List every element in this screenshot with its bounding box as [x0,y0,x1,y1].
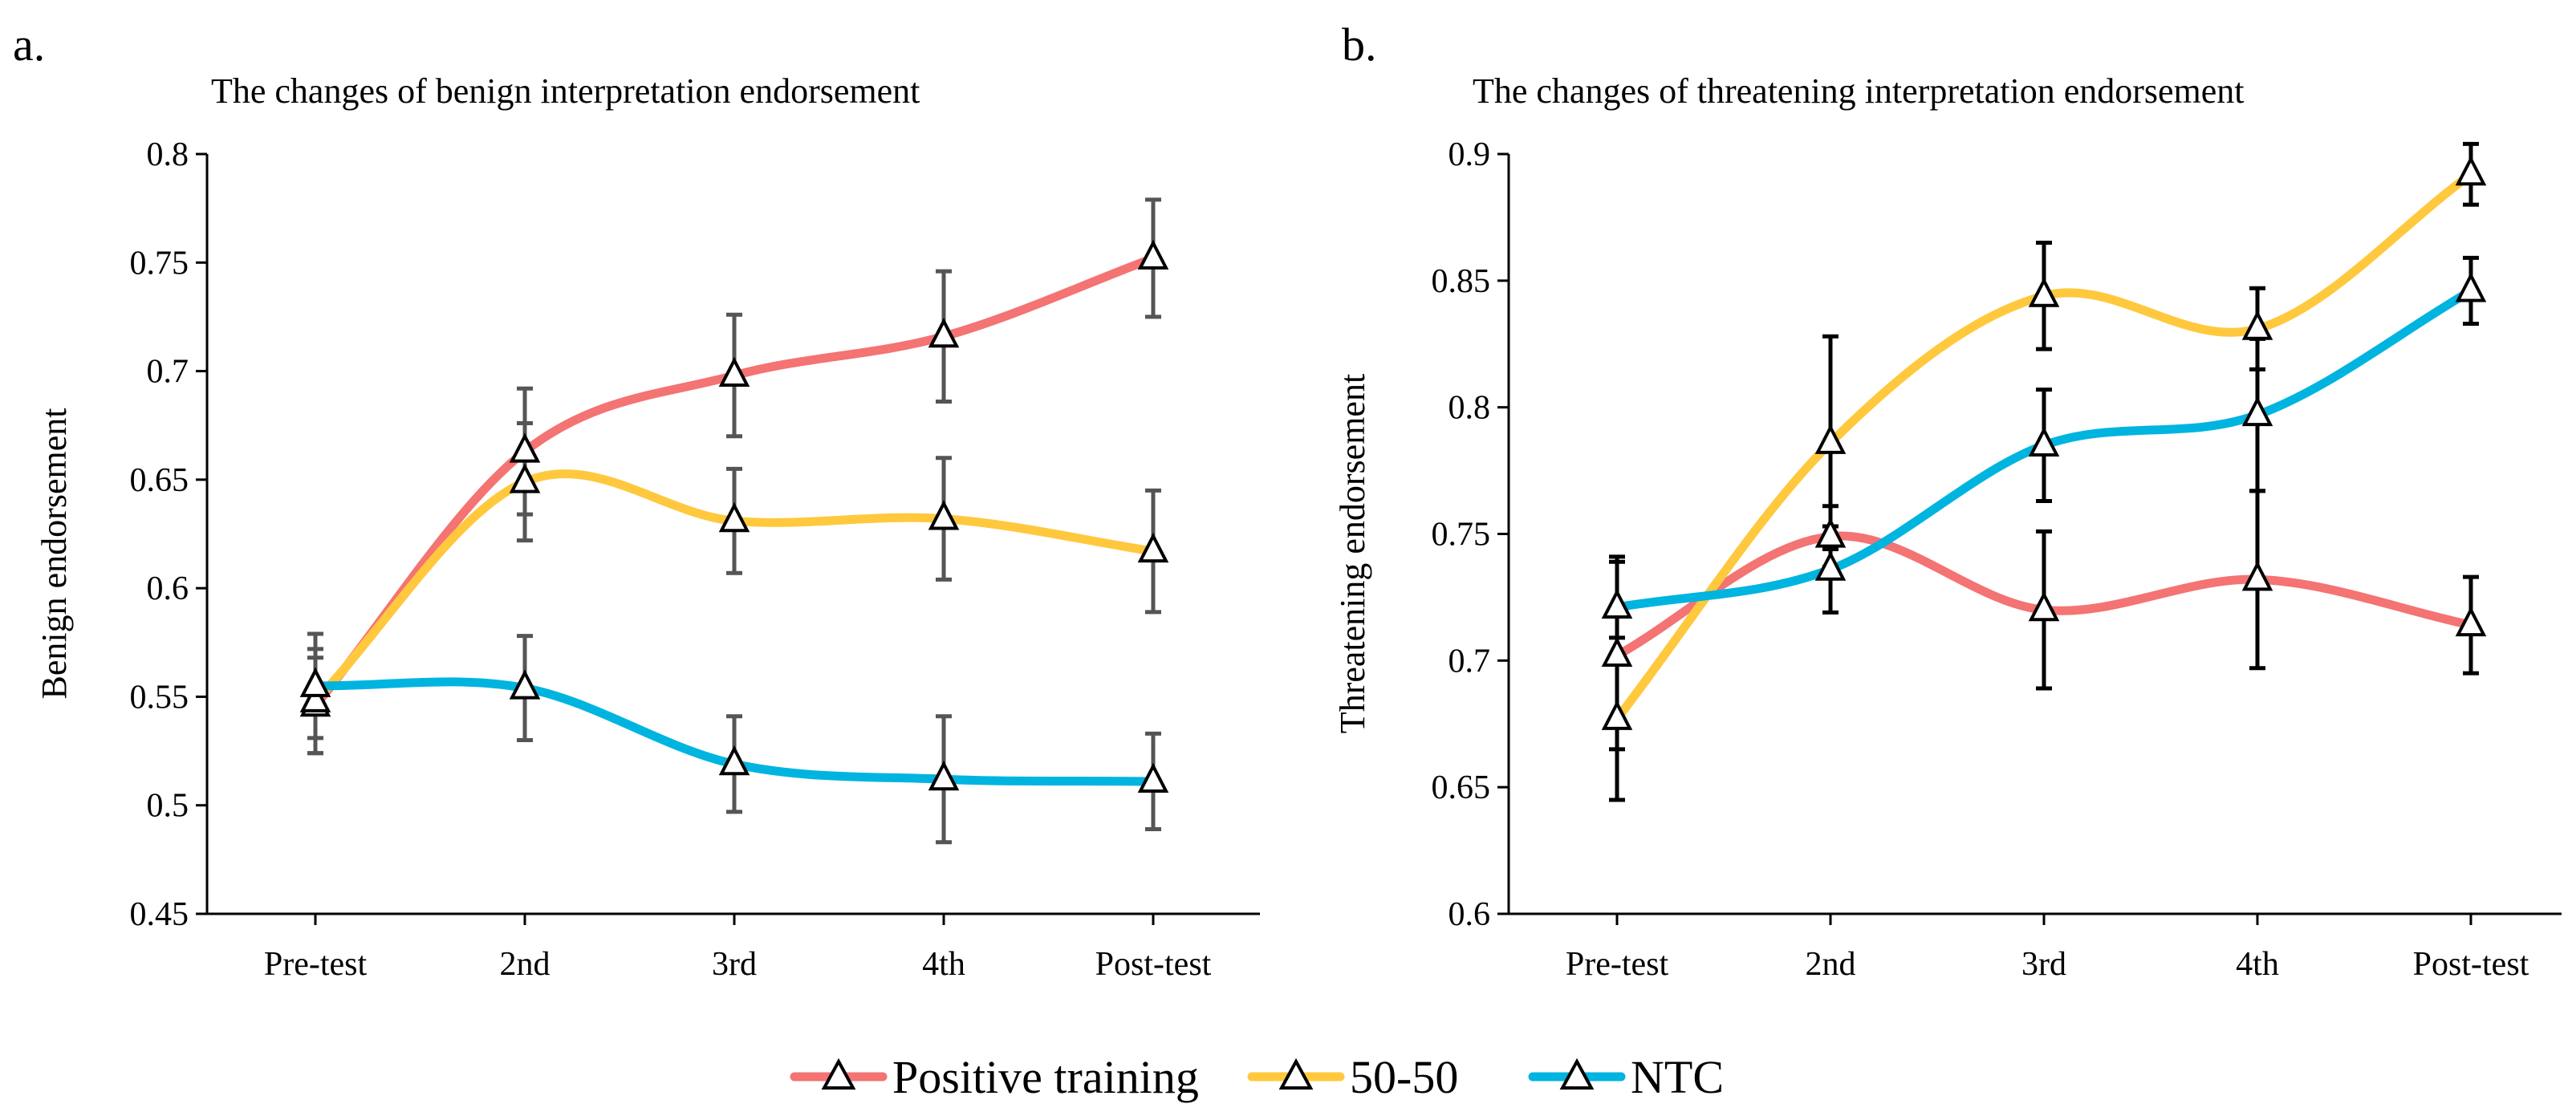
panel-a-marker-50-50 [509,463,541,493]
panel-b-y-tick-label: 0.75 [1432,517,1491,554]
panel-b-x-ticks: Pre-test 2nd 3rd 4th Post-test [1566,914,2529,983]
panel-b-y-tick-label: 0.6 [1448,896,1491,933]
panel-a-marker-ntc [718,745,750,776]
panel-a-markers [299,239,1169,793]
panel-b-marker-positive-training [2028,590,2060,622]
panel-b-marker-ntc [2455,272,2487,302]
panel-b-marker-positive-training [1814,517,1847,548]
panel-a-marker-positive-training [1137,239,1169,270]
panel-b-marker-50-50 [2241,310,2273,340]
panel-b-x-tick-label: Post-test [2413,946,2529,983]
panel-b-title: The changes of threatening interpretatio… [1473,71,2245,111]
panel-a-y-tick-label: 0.6 [147,570,189,607]
panel-b-y-axis-title: Threatening endorsement [1333,374,1372,733]
panel-b-axes [1507,154,2562,915]
panel-a-marker-positive-training [928,317,960,348]
panel-a-y-tick-label: 0.65 [130,462,189,499]
panel-b-marker-50-50 [2028,277,2060,307]
panel-a-y-tick-label: 0.55 [130,679,189,716]
panel-b-marker-ntc [1601,588,1633,619]
panel-b-marker-positive-training [2241,560,2273,591]
panel-a-marker-ntc [509,669,541,700]
panel-b-axis-lines [1507,154,2562,915]
panel-a-x-tick-label: 2nd [500,946,551,983]
panel-b-marker-ntc [1814,550,1847,581]
legend-item-ntc: NTC [1528,1051,1724,1103]
panel-b-x-tick-label: Pre-test [1566,946,1669,983]
panel-a-x-tick-label: 3rd [712,946,757,983]
legend-label-ntc: NTC [1631,1051,1724,1103]
panel-b-y-tick-label: 0.8 [1448,390,1491,427]
panel-a-line-50-50 [311,469,1158,706]
legend-item-50-50: 50-50 [1247,1051,1458,1103]
panel-b-marker-positive-training [2455,606,2487,637]
panel-a-x-tick-label: 4th [922,946,965,983]
legend-item-positive-training: Positive training [790,1051,1199,1103]
panel-b-marker-50-50 [1814,424,1847,454]
panel-a-marker-50-50 [928,500,960,530]
panel-b-markers [1601,155,2487,730]
panel-b-letter: b. [1342,18,1377,71]
panel-a-marker-50-50 [718,501,750,533]
panel-b-threatening-chart: b. The changes of threatening interpreta… [1333,18,2562,983]
panel-b-y-tick-label: 0.65 [1432,769,1491,806]
panel-a-marker-ntc [1137,762,1169,793]
panel-b-marker-positive-training [1601,636,1633,668]
panel-a-x-ticks: Pre-test 2nd 3rd 4th Post-test [264,914,1212,983]
panel-b-marker-50-50 [1601,700,1633,730]
panel-a-y-tick-label: 0.7 [147,354,189,391]
panel-a-marker-ntc [928,760,960,791]
panel-a-marker-50-50 [1137,532,1169,563]
panel-a-title: The changes of benign interpretation end… [211,71,920,111]
panel-a-benign-chart: a. The changes of benign interpretation … [13,18,1260,983]
panel-a-marker-positive-training [509,432,541,463]
panel-a-marker-50-50 [299,682,331,712]
panel-a-marker-positive-training [718,356,750,387]
panel-a-y-tick-label: 0.75 [130,245,189,282]
panel-b-marker-50-50 [2455,155,2487,186]
panel-a-y-tick-label: 0.5 [147,788,189,825]
panel-b-y-tick-label: 0.9 [1448,136,1491,173]
panel-a-y-tick-label: 0.8 [147,136,189,173]
legend-marker-positive-training [821,1057,856,1090]
panel-b-y-tick-label: 0.7 [1448,643,1491,680]
panel-b-error-bars [1609,141,2479,802]
legend-marker-ntc [1559,1057,1595,1090]
panel-a-letter: a. [13,18,45,71]
panel-b-y-ticks: 0.6 0.65 0.7 0.75 0.8 0.85 0.9 [1432,136,1509,933]
panel-a-x-tick-label: Post-test [1095,946,1212,983]
legend-label-positive-training: Positive training [892,1051,1199,1103]
panel-b-marker-ntc [2028,426,2060,457]
panel-b-marker-ntc [2241,396,2273,427]
panel-a-y-ticks: 0.45 0.5 0.55 0.6 0.65 0.7 0.75 0.8 [130,136,207,933]
panel-b-y-tick-label: 0.85 [1432,263,1491,300]
legend-marker-50-50 [1278,1057,1314,1090]
panel-a-marker-ntc [299,667,331,697]
panel-b-x-tick-label: 2nd [1806,946,1856,983]
panel-a-x-tick-label: Pre-test [264,946,368,983]
panel-a-line-positive-training [311,254,1158,710]
panel-b-x-tick-label: 4th [2236,946,2279,983]
panel-a-y-tick-label: 0.45 [130,896,189,933]
legend-label-50-50: 50-50 [1350,1051,1458,1103]
panel-a-y-axis-title: Benign endorsement [35,408,74,700]
panel-b-x-tick-label: 3rd [2021,946,2066,983]
legend: Positive training 50-50 NTC [790,1051,1724,1103]
